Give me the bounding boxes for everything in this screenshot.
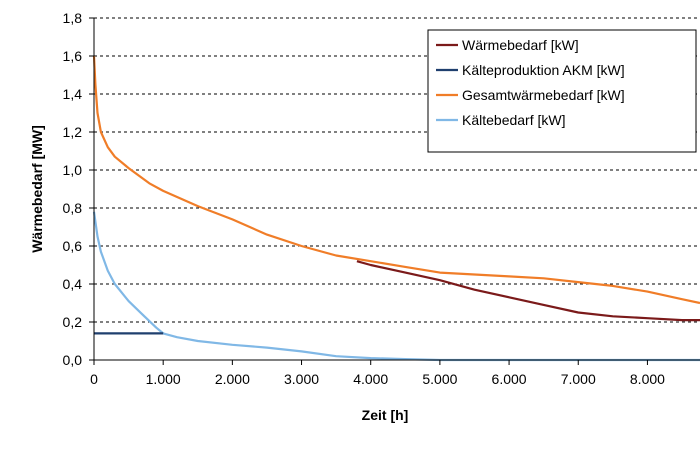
x-tick-labels: 0 1.000 2.000 3.000 4.000 5.000 6.000 7.000 8.00… — [90, 371, 665, 387]
legend-label-2: Gesamtwärmebedarf [kW] — [462, 87, 625, 103]
x-tick-label-1: 1.000 — [146, 371, 181, 387]
x-tick-label-8: 8.000 — [630, 371, 665, 387]
legend-label-1: Kälteproduktion AKM [kW] — [462, 62, 625, 78]
y-tick-label-9: 1,8 — [63, 10, 83, 26]
axes — [89, 17, 700, 365]
y-axis-label: Wärmebedarf [MW] — [29, 125, 45, 253]
legend-label-0: Wärmebedarf [kW] — [462, 37, 579, 53]
series-line-0 — [356, 260, 700, 322]
x-tick-label-7: 7.000 — [561, 371, 596, 387]
legend-box — [427, 29, 697, 153]
x-tick-label-0: 0 — [90, 371, 98, 387]
y-tick-labels: 0,0 0,2 0,4 0,6 0,8 1,0 1,2 1,4 1,6 1,8 — [63, 10, 83, 368]
legend-label-3: Kältebedarf [kW] — [462, 112, 566, 128]
x-tick-label-6: 6.000 — [492, 371, 527, 387]
y-tick-label-4: 0,8 — [63, 200, 83, 216]
y-tick-label-7: 1,4 — [63, 86, 83, 102]
series-line-2 — [92, 55, 700, 305]
y-tick-label-6: 1,2 — [63, 124, 83, 140]
x-tick-label-3: 3.000 — [284, 371, 319, 387]
x-tick-label-4: 4.000 — [353, 371, 388, 387]
y-tick-label-8: 1,6 — [63, 48, 83, 64]
y-tick-label-1: 0,2 — [63, 314, 83, 330]
x-axis-label: Zeit [h] — [362, 407, 409, 423]
y-tick-label-2: 0,4 — [63, 276, 83, 292]
x-tick-label-5: 5.000 — [422, 371, 457, 387]
legend: Wärmebedarf [kW] Kälteproduktion AKM [kW]… — [427, 29, 697, 153]
y-tick-label-5: 1,0 — [63, 162, 83, 178]
y-tick-label-0: 0,0 — [63, 352, 83, 368]
x-tick-label-2: 2.000 — [215, 371, 250, 387]
y-tick-label-3: 0,6 — [63, 238, 83, 254]
